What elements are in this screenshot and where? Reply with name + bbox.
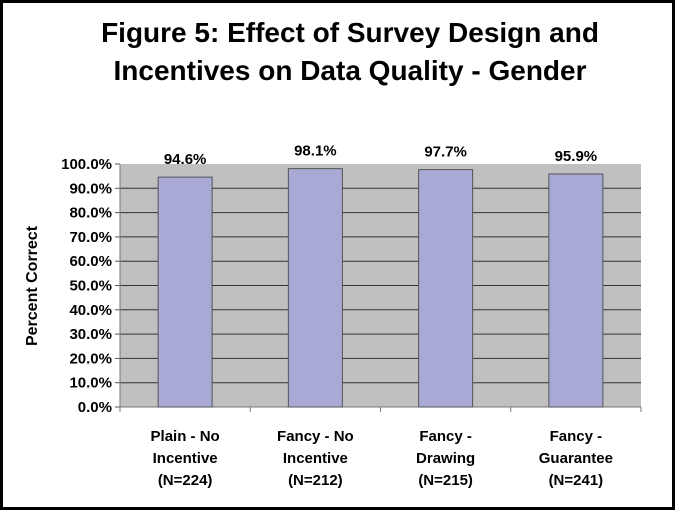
y-tick-label: 10.0% [69,375,112,392]
data-label: 97.7% [424,144,467,161]
y-tick-label: 30.0% [69,326,112,343]
x-tick-label: Fancy - [419,428,472,445]
y-tick-label: 20.0% [69,350,112,367]
bar [287,168,343,408]
y-tick-label: 0.0% [78,399,112,416]
x-tick-label: (N=212) [288,472,343,489]
y-tick-label: 80.0% [69,205,112,222]
bar [548,173,604,408]
y-tick-label: 40.0% [69,302,112,319]
y-tick-label: 60.0% [69,253,112,270]
x-tick-label: (N=215) [418,472,473,489]
x-tick-label: Incentive [153,450,218,467]
title-line-2: Incentives on Data Quality - Gender [113,55,587,86]
x-tick-label: Plain - No [151,428,220,445]
y-tick-label: 50.0% [69,278,112,295]
x-tick-label: Fancy - No [277,428,354,445]
x-tick-label: Fancy - [550,428,603,445]
bar [418,169,474,408]
data-label: 94.6% [164,151,207,168]
x-tick-label: Drawing [416,450,475,467]
y-tick-label: 90.0% [69,180,112,197]
x-tick-label: Guarantee [539,450,613,467]
y-tick-label: 70.0% [69,229,112,246]
data-label: 98.1% [294,143,337,160]
chart-title: Figure 5: Effect of Survey Design and In… [30,14,670,90]
data-label: 95.9% [555,148,598,165]
title-line-1: Figure 5: Effect of Survey Design and [101,17,599,48]
bar [157,176,213,408]
y-axis-label: Percent Correct [24,225,41,346]
x-tick-label: Incentive [283,450,348,467]
y-tick-label: 100.0% [61,156,112,173]
x-tick-label: (N=224) [158,472,213,489]
x-tick-label: (N=241) [549,472,604,489]
